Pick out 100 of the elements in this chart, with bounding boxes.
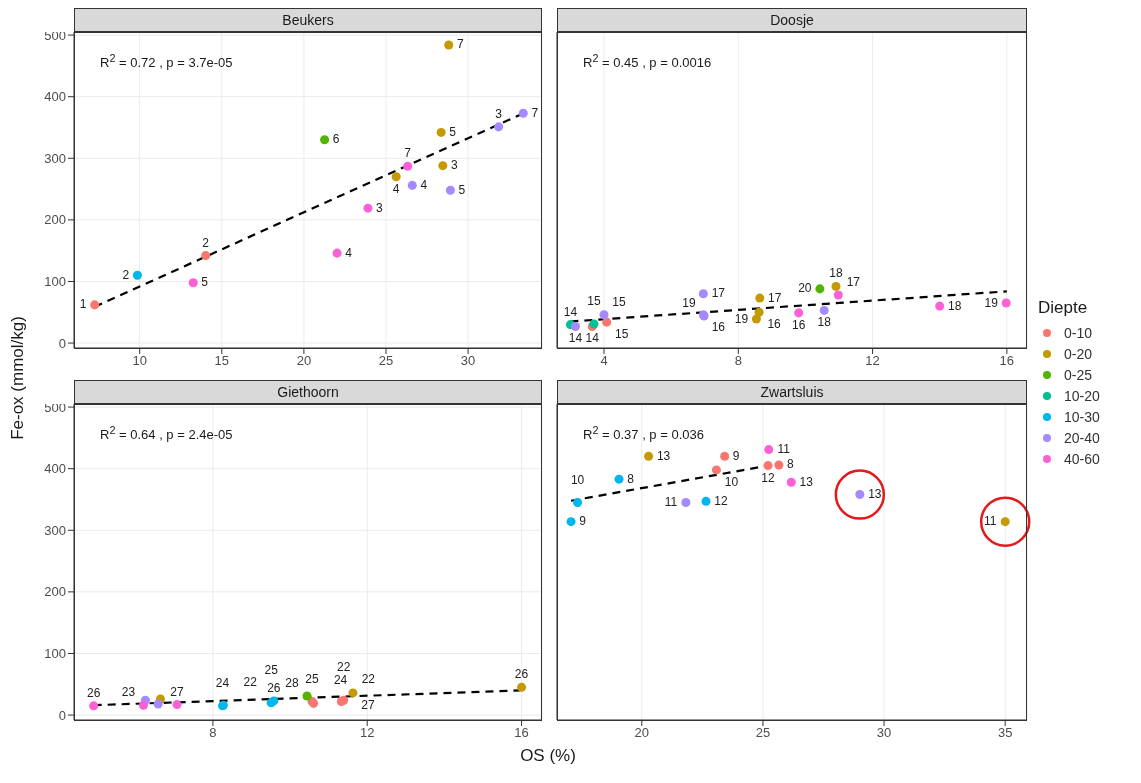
legend-label: 0-20 [1064, 345, 1093, 362]
annotation: 9 [578, 514, 587, 529]
point [138, 700, 148, 710]
point [320, 135, 330, 145]
point [172, 700, 182, 710]
annotation: 25 [263, 662, 279, 677]
annotation: 23 [120, 685, 137, 700]
annotation: 17 [767, 290, 783, 305]
point [833, 290, 843, 300]
x-tick-label: 35 [997, 725, 1013, 741]
y-tick-label: 200 [44, 584, 66, 600]
point [763, 461, 773, 471]
annotation: 2 [201, 235, 211, 250]
annotation: 8 [786, 457, 795, 472]
point [570, 321, 580, 331]
y-tick-label: 400 [44, 89, 66, 105]
annotation: 28 [284, 675, 300, 690]
y-tick-label: 400 [44, 461, 66, 477]
annotation: 25 [304, 671, 320, 686]
legend-label: 10-30 [1064, 408, 1100, 425]
annotation: R$^{2}$ = 0.37 , p = 0.036 [583, 424, 704, 443]
annotation: 26 [266, 680, 282, 695]
annotation: 7 [403, 146, 412, 161]
point [348, 688, 358, 698]
annotation: R$^{2}$ = 0.45 , p = 0.0016 [583, 52, 712, 71]
y-tick-label: 300 [44, 150, 66, 166]
point [751, 314, 761, 324]
x-tick-label: 30 [460, 353, 476, 369]
point [764, 445, 774, 455]
y-tick-label: 200 [44, 212, 66, 228]
point [614, 474, 624, 484]
x-tick-label: 20 [634, 725, 650, 741]
annotation: 3 [449, 158, 459, 173]
point [332, 248, 342, 258]
annotation: 16 [766, 317, 782, 332]
annotation: 22 [360, 671, 377, 686]
point [188, 278, 198, 288]
x-tick-label: 12 [865, 353, 880, 369]
x-tick-label: 20 [296, 353, 312, 369]
point [720, 451, 730, 461]
point [698, 289, 708, 299]
point [644, 451, 654, 461]
point [407, 180, 417, 190]
annotation: 1 [78, 297, 88, 312]
annotation: 2 [121, 267, 131, 282]
y-tick-label: 100 [44, 646, 66, 662]
annotation: 6 [331, 132, 341, 147]
annotation: 4 [391, 181, 401, 196]
x-axis-title: OS (%) [520, 746, 576, 766]
point [517, 682, 527, 692]
point [831, 281, 841, 291]
x-tick-label: 25 [378, 353, 394, 369]
point [935, 301, 945, 311]
point [815, 284, 825, 294]
y-tick-label: 100 [44, 274, 66, 290]
y-tick-label: 0 [58, 707, 66, 723]
point [794, 308, 804, 318]
point [774, 460, 784, 470]
x-tick-label: 25 [755, 725, 771, 741]
annotation: 22 [242, 675, 258, 690]
annotation: 3 [375, 200, 384, 215]
annotation: 10 [569, 472, 586, 487]
point [445, 185, 455, 195]
point [403, 161, 413, 171]
point [819, 305, 829, 315]
point [599, 310, 609, 320]
annotation: 24 [214, 675, 231, 690]
annotation: 14 [584, 331, 600, 346]
point [1001, 298, 1011, 308]
annotation: 5 [200, 275, 210, 290]
legend-label: 0-25 [1064, 366, 1093, 383]
point [518, 108, 528, 118]
annotation: 7 [530, 105, 540, 120]
annotation: 24 [332, 673, 349, 688]
chart-title: Doosje [557, 8, 1027, 32]
annotation: 19 [681, 295, 697, 310]
annotation: 19 [983, 295, 999, 310]
point [89, 701, 99, 711]
annotation: 14 [567, 331, 584, 346]
point [602, 317, 612, 327]
annotation: 13 [655, 448, 672, 463]
point [363, 203, 373, 213]
point [494, 122, 504, 132]
point [681, 498, 691, 508]
annotation: 11 [663, 495, 679, 510]
annotation: 19 [733, 311, 750, 326]
legend-label: 0-10 [1064, 324, 1093, 341]
point [438, 161, 448, 171]
point [711, 465, 721, 475]
annotation: R$^{2}$ = 0.64 , p = 2.4e-05 [100, 424, 233, 443]
point [90, 300, 100, 310]
annotation: 8 [626, 471, 635, 486]
annotation: 17 [845, 275, 861, 290]
point [302, 691, 312, 701]
x-tick-label: 30 [876, 725, 892, 741]
x-tick-label: 15 [214, 353, 230, 369]
x-tick-label: 8 [734, 353, 742, 369]
legend-label: 40-60 [1064, 450, 1100, 467]
legend-title: Diepte [1038, 298, 1089, 318]
annotation: 22 [336, 660, 352, 675]
